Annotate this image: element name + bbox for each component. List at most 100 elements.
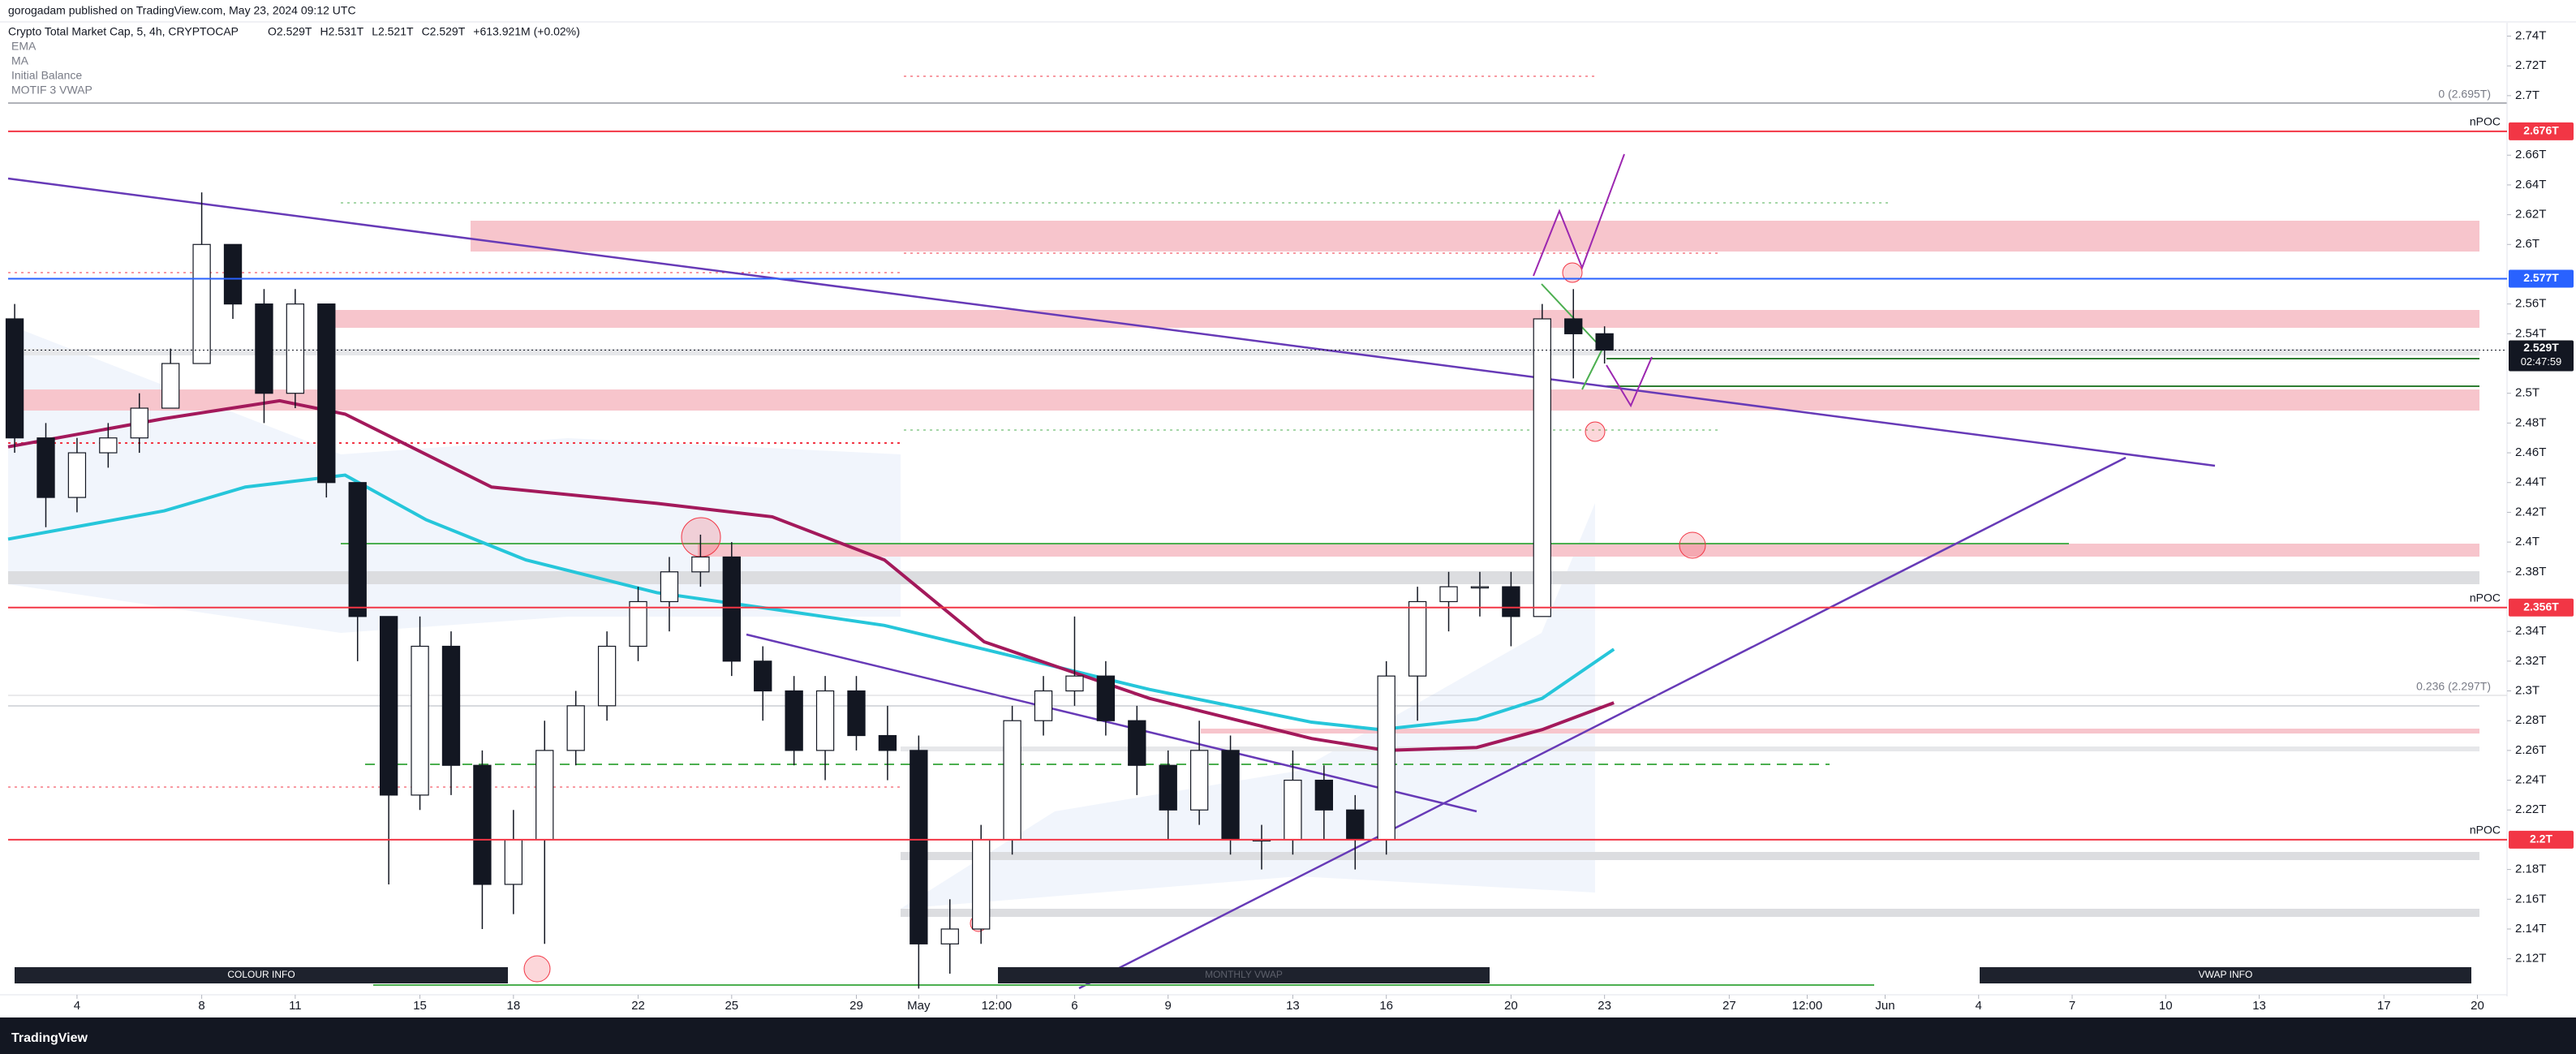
y-tick-label: 2.26T	[2515, 743, 2546, 757]
ohlc-value: H2.531T	[320, 25, 363, 38]
x-tick-label: 9	[1165, 999, 1172, 1013]
y-tick-label: 2.56T	[2515, 297, 2546, 311]
candle-body	[1346, 809, 1365, 841]
candle-body	[99, 437, 118, 454]
trendline	[7, 177, 2216, 467]
candle-body	[566, 705, 585, 751]
vwap-band	[901, 503, 1595, 909]
circle-marker	[1585, 421, 1606, 442]
info-panel	[998, 967, 1490, 983]
y-tick-label: 2.42T	[2515, 505, 2546, 518]
x-tick-label: 12:00	[1792, 999, 1823, 1013]
x-tick-label: 6	[1071, 999, 1077, 1013]
footer-bar	[0, 1017, 2576, 1054]
last-price-box	[2509, 340, 2574, 372]
x-tick-label: 11	[289, 999, 302, 1013]
zone	[8, 389, 2479, 411]
candle-body	[379, 616, 398, 796]
x-tick-label: 23	[1598, 999, 1611, 1013]
candle-body	[660, 571, 679, 603]
x-tick-label: 4	[74, 999, 80, 1013]
info-panel	[1980, 967, 2471, 983]
x-tick-label: 18	[506, 999, 520, 1013]
x-tick-label: 16	[1379, 999, 1393, 1013]
publisher: gorogadam published on TradingView.com, …	[8, 4, 356, 17]
candle-body	[223, 243, 243, 305]
y-tick-label: 2.12T	[2515, 952, 2546, 966]
candle-body	[1470, 586, 1490, 589]
y-tick-label: 2.14T	[2515, 922, 2546, 936]
countdown: 02:47:59	[2521, 355, 2562, 368]
panel-label: COLOUR INFO	[227, 969, 295, 980]
price-label: 2.2T	[2530, 832, 2552, 845]
x-tick-label: 22	[631, 999, 645, 1013]
x-tick-label: 13	[1286, 999, 1300, 1013]
candle-body	[754, 660, 772, 692]
ohlc-value: C2.529T	[422, 25, 466, 38]
panel-label: MONTHLY VWAP	[1205, 969, 1283, 980]
candle-body	[286, 303, 305, 394]
price-label-box	[2509, 598, 2574, 617]
candle-body	[504, 839, 523, 885]
y-tick-label: 2.62T	[2515, 208, 2546, 222]
candle-body	[1065, 675, 1084, 692]
gray-zone	[8, 571, 2479, 584]
candle-body	[411, 645, 429, 796]
price-label-box	[2509, 122, 2574, 140]
candle-body	[1003, 720, 1021, 841]
indicator-line	[7, 473, 1615, 732]
fib-label: 0 (2.695T)	[2438, 88, 2491, 101]
y-tick-label: 2.38T	[2515, 565, 2546, 579]
y-tick-label: 2.22T	[2515, 802, 2546, 816]
price-label-box	[2509, 269, 2574, 288]
candle-body	[1221, 750, 1240, 841]
zone	[471, 221, 2479, 252]
candle-body	[255, 303, 273, 394]
candle-body	[629, 600, 647, 647]
candle-body	[161, 363, 180, 409]
x-tick-label: 12:00	[982, 999, 1013, 1013]
x-tick-label: 7	[2069, 999, 2075, 1013]
last-price-label: 2.529T	[2523, 341, 2559, 354]
y-tick-label: 2.44T	[2515, 475, 2546, 489]
x-tick-label: 8	[198, 999, 204, 1013]
y-tick-label: 2.28T	[2515, 713, 2546, 727]
x-tick-label: 29	[849, 999, 863, 1013]
y-tick-label: 2.6T	[2515, 237, 2539, 251]
trendline	[746, 633, 1477, 813]
x-tick-label: 13	[2252, 999, 2266, 1013]
panel-label: VWAP INFO	[2199, 969, 2253, 980]
candle-body	[972, 839, 991, 930]
candle-body	[67, 452, 87, 498]
candle-body	[130, 407, 148, 439]
candle-body	[1502, 586, 1520, 617]
candle-body	[535, 750, 554, 841]
candle-body	[1128, 720, 1146, 766]
y-tick-label: 2.5T	[2515, 386, 2539, 400]
y-tick-label: 2.46T	[2515, 445, 2546, 459]
price-label: 2.577T	[2523, 271, 2559, 284]
legend-entry: EMA	[11, 40, 37, 53]
x-tick-label: May	[907, 999, 931, 1013]
candle-body	[1439, 586, 1458, 603]
y-tick-label: 2.3T	[2515, 683, 2539, 697]
candle-body	[37, 437, 55, 498]
y-tick-label: 2.34T	[2515, 624, 2546, 638]
candle-body	[722, 556, 741, 662]
candle-body	[878, 734, 897, 751]
drawings	[7, 75, 2479, 990]
zone	[1201, 729, 2479, 733]
ohlc-value: L2.521T	[372, 25, 414, 38]
price-label: 2.676T	[2523, 124, 2559, 137]
ohlc-value: +613.921M (+0.02%)	[473, 25, 580, 38]
y-tick-label: 2.32T	[2515, 654, 2546, 668]
candle-body	[910, 750, 928, 944]
legend-entry: MA	[11, 54, 29, 67]
level-tag: nPOC	[2470, 592, 2501, 604]
candle-body	[1595, 333, 1614, 351]
price-label-box	[2509, 830, 2574, 849]
x-tick-label: 17	[2377, 999, 2391, 1013]
candle-body	[1189, 750, 1209, 811]
candle-body	[785, 690, 803, 751]
